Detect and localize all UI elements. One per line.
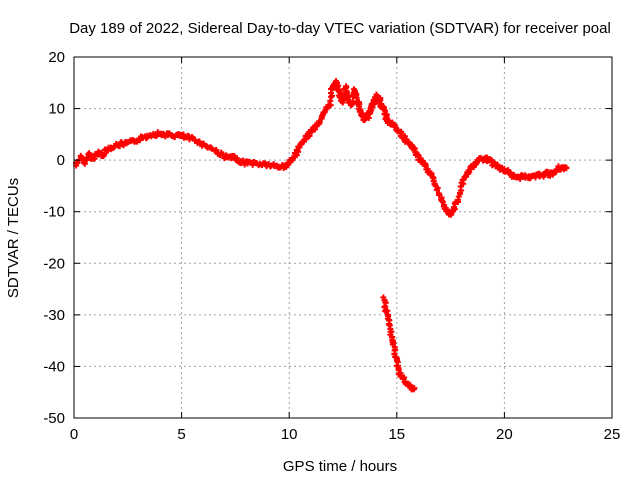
series-1 <box>73 78 570 218</box>
x-tick-label: 5 <box>177 426 185 443</box>
y-tick-label: -10 <box>43 204 65 221</box>
data-point <box>136 137 143 144</box>
x-tick-label: 0 <box>70 426 78 443</box>
x-tick-label: 15 <box>388 426 405 443</box>
data-point <box>213 147 220 154</box>
y-tick-label: -20 <box>43 255 65 272</box>
data-point <box>382 308 389 315</box>
data-point <box>392 122 399 129</box>
x-tick-label: 10 <box>281 426 298 443</box>
plot-frame <box>73 56 613 419</box>
axis-layer: 0 5 10 15 20 25 -50 -40 -30 -20 -10 0 10 20 <box>43 49 620 443</box>
data-point <box>410 386 417 393</box>
y-tick-label: 10 <box>48 101 65 118</box>
data-point <box>473 159 480 166</box>
y-tick-label: 20 <box>48 49 65 66</box>
data-point <box>316 118 323 125</box>
data-point <box>433 186 440 193</box>
x-tick-label: 20 <box>496 426 513 443</box>
data-point <box>563 164 570 171</box>
data-point <box>494 161 501 168</box>
points-layer <box>73 78 570 393</box>
series-2 <box>380 294 418 393</box>
y-axis-label: SDTVAR / TECUs <box>5 178 22 298</box>
y-tick-label: -50 <box>43 410 65 427</box>
data-point <box>233 155 240 162</box>
chart-title: Day 189 of 2022, Sidereal Day-to-day VTE… <box>69 20 611 37</box>
y-tick-label: 0 <box>57 152 65 169</box>
x-axis-label: GPS time / hours <box>283 458 397 475</box>
grid-layer <box>74 57 612 418</box>
data-point <box>295 148 302 155</box>
x-tick-label: 25 <box>604 426 621 443</box>
y-tick-label: -30 <box>43 307 65 324</box>
data-point <box>395 365 402 372</box>
y-tick-label: -40 <box>43 358 65 375</box>
data-point <box>308 128 315 135</box>
